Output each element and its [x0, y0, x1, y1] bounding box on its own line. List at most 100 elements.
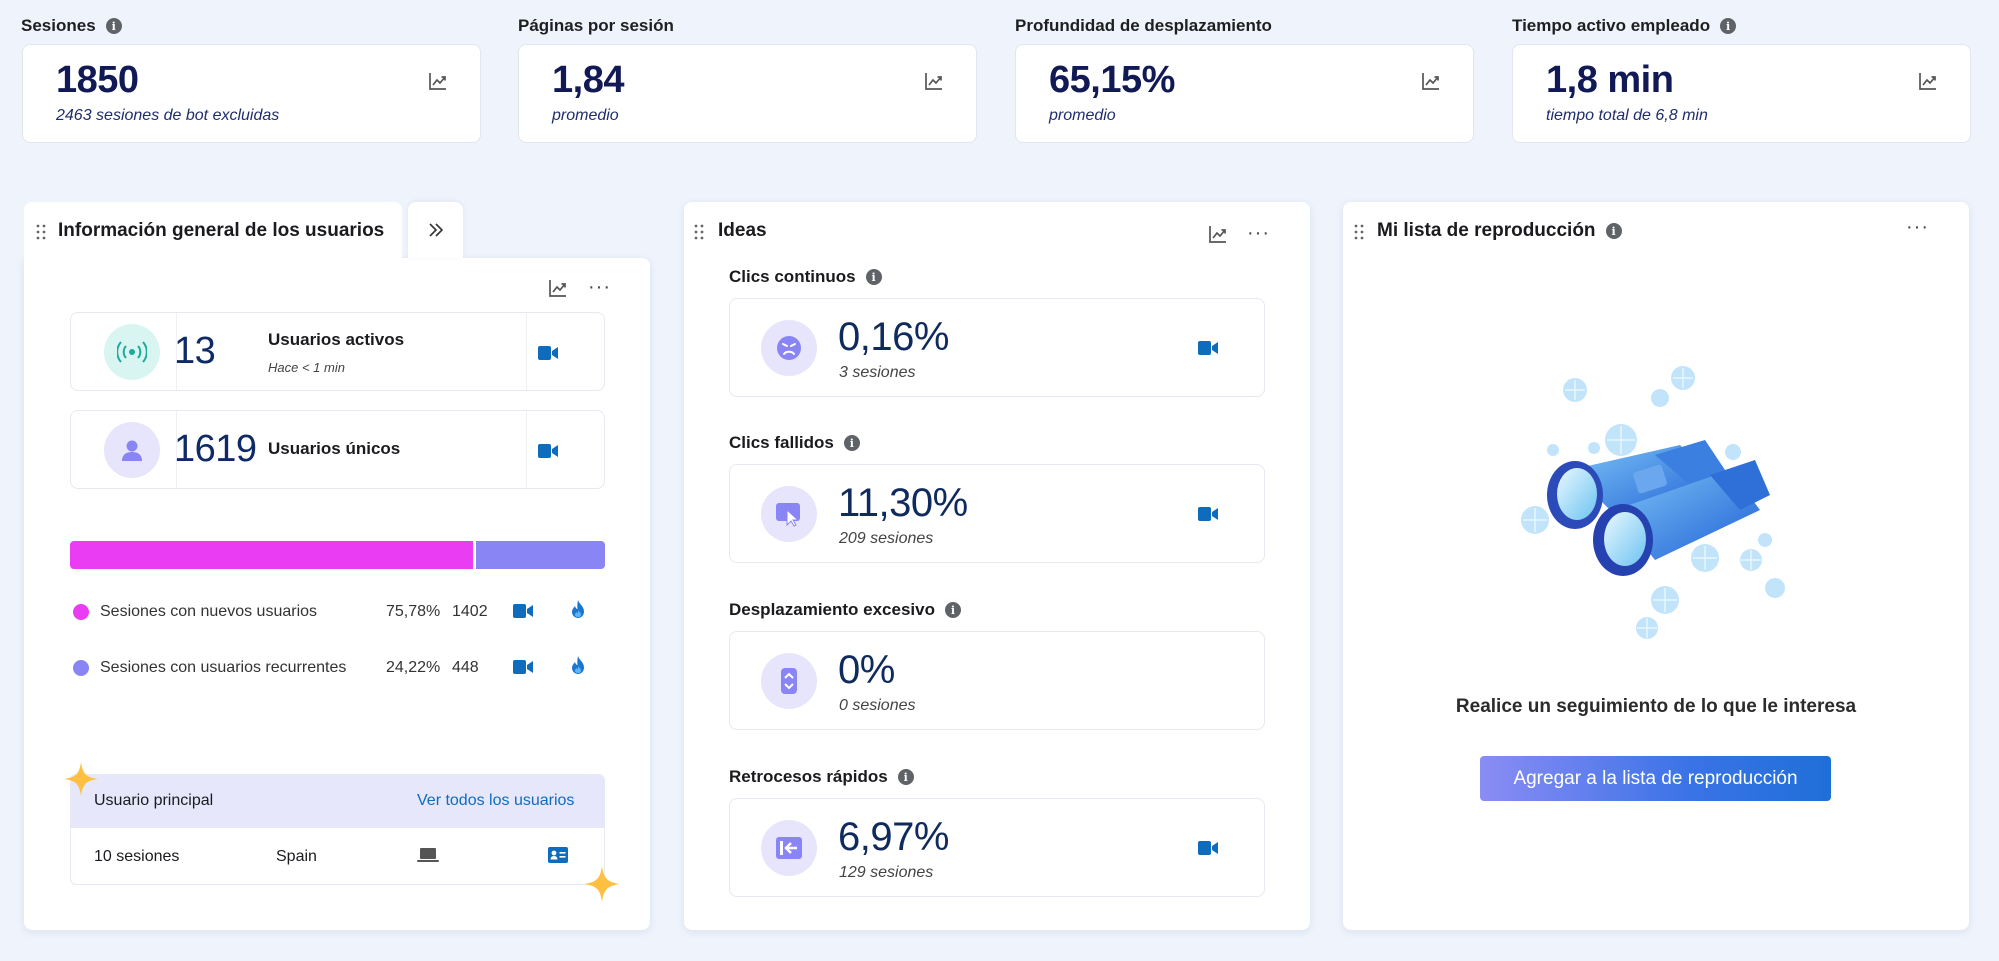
panel-title-text: Información general de los usuarios: [58, 220, 385, 241]
metric-card-quick-backs: [729, 798, 1265, 897]
kpi-label-scroll: Profundidad de desplazamiento: [1015, 16, 1272, 36]
playlist-panel: [1343, 202, 1969, 930]
split-bar-returning-users: [476, 541, 605, 569]
kpi-label-text: Profundidad de desplazamiento: [1015, 16, 1272, 35]
metric-label-dead-clicks: Clics continuos i: [729, 267, 882, 287]
metric-label-text: Clics continuos: [729, 267, 856, 286]
sparkle-icon: [64, 762, 98, 796]
info-icon[interactable]: i: [843, 435, 860, 451]
info-icon[interactable]: i: [1605, 223, 1622, 239]
metric-label-text: Retrocesos rápidos: [729, 767, 888, 786]
metric-label-dead-clicks: Clics fallidos i: [729, 433, 860, 453]
more-options-icon[interactable]: ···: [1247, 222, 1270, 244]
card-divider: [176, 411, 177, 488]
video-camera-icon[interactable]: [513, 659, 533, 675]
info-icon[interactable]: i: [897, 769, 914, 785]
info-icon[interactable]: i: [1720, 18, 1737, 34]
unique-users-count: 1619: [174, 428, 257, 470]
active-users-label: Usuarios activos: [268, 330, 405, 349]
metric-label-quick-backs: Retrocesos rápidos i: [729, 767, 914, 787]
playlist-panel-title: Mi lista de reproducción i: [1377, 220, 1622, 242]
kpi-label-active-time: Tiempo activo empleado i: [1512, 16, 1737, 36]
metric-label-text: Clics fallidos: [729, 433, 834, 452]
kpi-card-sessions: 1850 2463 sesiones de bot excluidas: [22, 44, 481, 143]
kpi-label-text: Páginas por sesión: [518, 16, 674, 35]
metric-value: 6,97%: [838, 815, 949, 859]
top-user-country: Spain: [276, 848, 317, 865]
top-user-card: [70, 774, 605, 885]
split-bar-new-users: [70, 541, 473, 569]
metric-label-text: Desplazamiento excesivo: [729, 600, 935, 619]
legend-percent: 24,22%: [386, 659, 441, 676]
collapse-tab[interactable]: [408, 202, 463, 258]
legend-dot-returning: [73, 660, 89, 676]
video-camera-icon[interactable]: [1198, 840, 1218, 856]
legend-label: Sesiones con usuarios recurrentes: [100, 659, 347, 676]
info-icon[interactable]: i: [865, 269, 882, 285]
video-camera-icon[interactable]: [513, 603, 533, 619]
video-camera-icon[interactable]: [1198, 506, 1218, 522]
user-icon: [104, 422, 160, 478]
chart-icon[interactable]: [1421, 71, 1441, 91]
chart-icon[interactable]: [1918, 71, 1938, 91]
metric-value: 11,30%: [838, 481, 968, 525]
metric-card-excessive-scroll: [729, 631, 1265, 730]
sessions-split-bar: [70, 541, 605, 569]
card-divider: [526, 411, 527, 488]
info-icon[interactable]: i: [105, 18, 122, 34]
top-user-sessions: 10 sesiones: [94, 848, 180, 865]
info-icon[interactable]: i: [944, 602, 961, 618]
more-options-icon[interactable]: ···: [1906, 216, 1929, 238]
add-to-playlist-button[interactable]: Agregar a la lista de reproducción: [1480, 756, 1831, 801]
video-camera-icon[interactable]: [1198, 340, 1218, 356]
kpi-label-text: Tiempo activo empleado: [1512, 16, 1711, 35]
metric-value: 0,16%: [838, 315, 949, 359]
metric-sessions: 3 sesiones: [839, 364, 916, 381]
kpi-value: 1,8 min: [1546, 59, 1674, 101]
card-divider: [176, 313, 177, 390]
chart-icon[interactable]: [548, 278, 568, 298]
kpi-subtitle: promedio: [552, 107, 619, 124]
metric-card-dead-clicks: [729, 464, 1265, 563]
heatmap-flame-icon[interactable]: [570, 655, 586, 675]
binoculars-illustration-icon: [1521, 366, 1785, 639]
more-options-icon[interactable]: ···: [588, 276, 611, 298]
kpi-subtitle: tiempo total de 6,8 min: [1546, 107, 1708, 124]
double-chevron-right-icon: [428, 223, 443, 237]
active-users-time: Hace < 1 min: [268, 360, 345, 375]
chart-icon[interactable]: [428, 71, 448, 91]
kpi-label-pages: Páginas por sesión: [518, 16, 674, 36]
user-profile-card-icon[interactable]: [548, 847, 568, 863]
kpi-label-sessions: Sesiones i: [21, 16, 122, 36]
top-user-header: [71, 775, 604, 828]
drag-handle-icon[interactable]: [694, 224, 704, 240]
sparkle-icon: [584, 866, 620, 902]
users-panel-tab-cover: [24, 250, 402, 270]
legend-count: 448: [452, 659, 479, 676]
video-camera-icon[interactable]: [538, 345, 558, 361]
kpi-value: 65,15%: [1049, 59, 1175, 101]
angry-face-icon: [761, 320, 817, 376]
users-panel-title: Información general de los usuarios: [58, 220, 384, 242]
unique-users-label: Usuarios únicos: [268, 439, 401, 458]
metric-sessions: 0 sesiones: [839, 697, 916, 714]
kpi-subtitle: promedio: [1049, 107, 1116, 124]
drag-handle-icon[interactable]: [1354, 224, 1364, 240]
panel-title-text: Mi lista de reproducción: [1377, 220, 1596, 241]
kpi-subtitle: 2463 sesiones de bot excluidas: [56, 107, 280, 124]
heatmap-flame-icon[interactable]: [570, 599, 586, 619]
chart-icon[interactable]: [1208, 224, 1228, 244]
metric-value: 0%: [838, 648, 895, 692]
chart-icon[interactable]: [924, 71, 944, 91]
kpi-card-scroll: 65,15% promedio: [1015, 44, 1474, 143]
drag-handle-icon[interactable]: [36, 224, 46, 240]
kpi-card-pages: 1,84 promedio: [518, 44, 977, 143]
kpi-value: 1850: [56, 59, 139, 101]
legend-count: 1402: [452, 603, 488, 620]
video-camera-icon[interactable]: [538, 443, 558, 459]
scroll-icon: [761, 653, 817, 709]
metric-sessions: 209 sesiones: [839, 530, 934, 547]
view-all-users-link[interactable]: Ver todos los usuarios: [417, 792, 575, 809]
live-signal-icon: [104, 324, 160, 380]
empty-state-text: Realice un seguimiento de lo que le inte…: [1455, 696, 1857, 717]
